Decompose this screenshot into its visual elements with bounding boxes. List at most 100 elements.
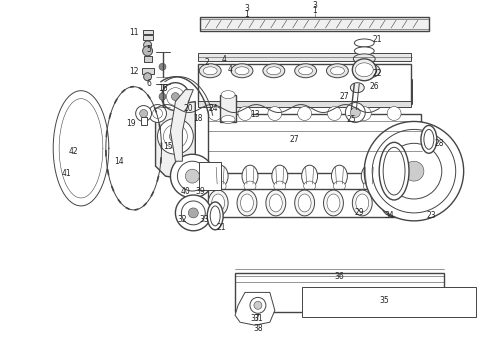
Ellipse shape [231, 64, 253, 78]
Bar [198, 64, 412, 104]
Text: 14: 14 [114, 157, 123, 166]
Circle shape [143, 46, 152, 56]
Ellipse shape [210, 206, 220, 226]
Ellipse shape [353, 54, 375, 64]
Polygon shape [235, 292, 275, 325]
Ellipse shape [263, 64, 285, 78]
Circle shape [170, 130, 181, 142]
Ellipse shape [323, 190, 343, 216]
Circle shape [167, 88, 184, 105]
Bar [208, 113, 421, 173]
Text: 33: 33 [199, 215, 209, 224]
Polygon shape [171, 90, 194, 161]
Bar [142, 68, 153, 74]
Text: 18: 18 [194, 114, 203, 123]
Text: 27: 27 [340, 92, 349, 101]
Bar [143, 30, 152, 35]
Ellipse shape [212, 165, 228, 187]
Ellipse shape [203, 67, 217, 75]
Text: 5: 5 [146, 45, 151, 54]
Bar [199, 162, 221, 190]
Bar [302, 287, 476, 317]
Circle shape [268, 107, 282, 121]
Text: 3: 3 [312, 1, 317, 10]
Circle shape [152, 108, 163, 118]
Circle shape [136, 105, 151, 121]
Circle shape [238, 107, 252, 121]
Text: 20: 20 [184, 104, 193, 113]
Text: 31: 31 [253, 314, 263, 323]
Circle shape [144, 73, 151, 81]
Ellipse shape [294, 64, 317, 78]
Text: 35: 35 [379, 296, 389, 305]
Ellipse shape [274, 181, 286, 191]
Bar [144, 56, 151, 62]
Circle shape [387, 107, 401, 121]
Ellipse shape [242, 165, 258, 187]
Text: 37: 37 [250, 314, 260, 323]
Bar [220, 95, 236, 122]
Text: 19: 19 [126, 119, 136, 128]
Ellipse shape [362, 67, 376, 75]
Ellipse shape [326, 64, 348, 78]
Ellipse shape [221, 116, 235, 123]
Text: 22: 22 [372, 69, 382, 78]
Ellipse shape [244, 181, 256, 191]
Text: 15: 15 [164, 142, 173, 151]
Circle shape [345, 103, 365, 122]
Ellipse shape [199, 64, 221, 78]
Ellipse shape [221, 91, 235, 99]
Circle shape [250, 297, 266, 313]
Ellipse shape [267, 67, 281, 75]
Text: 3: 3 [245, 4, 249, 13]
Circle shape [386, 143, 442, 199]
Ellipse shape [334, 181, 345, 191]
Bar [143, 36, 152, 40]
Circle shape [158, 118, 194, 154]
Circle shape [254, 301, 262, 309]
Text: 40: 40 [180, 186, 190, 195]
Ellipse shape [424, 129, 434, 149]
Bar [198, 100, 412, 107]
Ellipse shape [385, 194, 397, 212]
Text: 26: 26 [369, 82, 379, 91]
Ellipse shape [294, 190, 315, 216]
Ellipse shape [272, 165, 288, 187]
Circle shape [175, 195, 211, 231]
Text: 21: 21 [372, 35, 382, 44]
Text: 11: 11 [129, 27, 139, 36]
Polygon shape [155, 102, 196, 181]
Ellipse shape [298, 194, 311, 212]
Ellipse shape [381, 190, 401, 216]
Ellipse shape [421, 125, 437, 153]
Circle shape [164, 125, 187, 148]
Text: 6: 6 [146, 79, 151, 88]
Ellipse shape [383, 147, 405, 195]
Bar [235, 273, 444, 312]
Circle shape [188, 208, 198, 218]
Ellipse shape [358, 64, 380, 78]
Circle shape [162, 83, 189, 111]
Circle shape [404, 161, 424, 181]
Bar [141, 117, 147, 125]
Ellipse shape [331, 165, 347, 187]
Ellipse shape [304, 181, 316, 191]
Text: 24: 24 [208, 104, 218, 113]
Circle shape [350, 108, 360, 117]
Circle shape [140, 109, 147, 117]
Circle shape [144, 41, 151, 49]
Ellipse shape [354, 39, 374, 47]
Text: 2: 2 [205, 58, 210, 67]
Circle shape [185, 169, 199, 183]
Circle shape [177, 161, 207, 191]
Ellipse shape [355, 63, 373, 77]
Ellipse shape [350, 83, 364, 93]
Text: 4: 4 [221, 55, 226, 64]
Text: 23: 23 [426, 211, 436, 220]
Ellipse shape [299, 67, 313, 75]
Ellipse shape [212, 194, 224, 212]
Ellipse shape [208, 190, 228, 216]
Ellipse shape [235, 67, 249, 75]
Ellipse shape [214, 181, 226, 191]
Text: 28: 28 [434, 139, 443, 148]
